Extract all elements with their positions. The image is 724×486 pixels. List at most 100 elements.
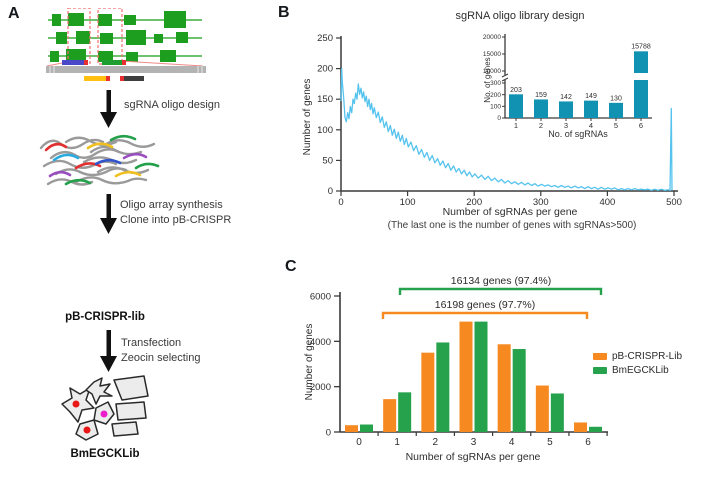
legend-label-pb-crispr-lib: pB-CRISPR-Lib bbox=[612, 351, 683, 362]
inset-y-tick-label: 0 bbox=[497, 115, 501, 122]
inset-y-tick-label: 300 bbox=[490, 80, 501, 87]
bar-pb-crispr-lib bbox=[345, 425, 358, 432]
y-tick-label: 250 bbox=[317, 33, 333, 44]
bar-pb-crispr-lib bbox=[421, 352, 435, 432]
x-tick-label: 400 bbox=[599, 197, 615, 208]
inset-y-tick-label: 200 bbox=[490, 92, 501, 99]
panel-b-title: sgRNA oligo library design bbox=[455, 10, 585, 22]
y-tick-label: 0 bbox=[326, 428, 331, 439]
axis-break-mark bbox=[501, 73, 509, 78]
gene-model-icon bbox=[46, 8, 206, 81]
cell-nuclei bbox=[72, 400, 108, 434]
y-tick-label: 200 bbox=[317, 64, 333, 75]
inset-bar bbox=[584, 100, 598, 118]
x-tick-label: 2 bbox=[433, 437, 439, 448]
inset-y-axis-title: No. of genes bbox=[483, 57, 492, 102]
panel-b-xaxis-title: Number of sgRNAs per gene bbox=[442, 206, 578, 218]
inset-x-tick-label: 5 bbox=[614, 121, 618, 130]
x-tick-label: 5 bbox=[547, 437, 553, 448]
bar-pb-crispr-lib bbox=[497, 344, 511, 432]
bar-bmegcklib bbox=[436, 342, 450, 432]
x-tick-label: 0 bbox=[338, 197, 343, 208]
oligo-pool-icon bbox=[39, 134, 160, 186]
step-transfection-label: Transfection Zeocin selecting bbox=[121, 336, 201, 366]
inset-x-tick-label: 6 bbox=[639, 121, 643, 130]
cells-library-label: BmEGCKLib bbox=[70, 448, 140, 460]
x-tick-label: 0 bbox=[356, 437, 362, 448]
bar-bmegcklib bbox=[589, 426, 603, 432]
inset-bar bbox=[634, 51, 648, 73]
inset-bar bbox=[609, 102, 623, 118]
bar-pb-crispr-lib bbox=[574, 422, 588, 432]
y-axis-title: Number of genes bbox=[304, 324, 315, 401]
inset-x-tick-label: 1 bbox=[514, 121, 518, 130]
inset-bar bbox=[634, 80, 648, 118]
bar-bmegcklib bbox=[550, 393, 564, 432]
panel-a-label: A bbox=[8, 5, 20, 22]
inset-bar-value: 203 bbox=[510, 87, 522, 94]
inset-y-tick-label: 20000 bbox=[483, 34, 501, 41]
inset-y-tick-label: 10000 bbox=[483, 68, 501, 75]
y-tick-label: 50 bbox=[322, 155, 333, 166]
bar-bmegcklib bbox=[512, 349, 526, 432]
legend-swatch-green bbox=[593, 367, 607, 374]
step-sgrna-design-label: sgRNA oligo design bbox=[124, 99, 221, 111]
inset-bar-value: 15788 bbox=[631, 43, 651, 50]
panel-b-label: B bbox=[278, 4, 290, 21]
x-tick-label: 1 bbox=[394, 437, 400, 448]
inset-x-tick-label: 4 bbox=[589, 121, 593, 130]
inset-bar bbox=[559, 101, 573, 118]
inset-bar bbox=[534, 99, 548, 118]
locus-bar bbox=[46, 66, 206, 73]
cells-icon bbox=[61, 375, 149, 441]
step-oligo-synthesis-line1: Oligo array synthesis bbox=[120, 199, 223, 211]
x-tick-label: 500 bbox=[666, 197, 682, 208]
step-oligo-synthesis-line2: Clone into pB-CRISPR bbox=[120, 214, 232, 226]
y-tick-label: 100 bbox=[317, 125, 333, 136]
legend-label-bmegcklib: BmEGCKLib bbox=[612, 365, 669, 376]
inset-bar-value: 159 bbox=[535, 92, 547, 99]
down-arrow-icon bbox=[100, 194, 117, 234]
inset-bar-value: 149 bbox=[585, 93, 597, 100]
line-series bbox=[340, 67, 673, 192]
step-transfection-line1: Transfection bbox=[121, 337, 182, 349]
panel-b-xaxis-note: (The last one is the number of genes wit… bbox=[387, 220, 637, 231]
bar-bmegcklib bbox=[474, 321, 488, 432]
bracket-green-label: 16134 genes (97.4%) bbox=[450, 275, 552, 287]
x-axis-title: Number of sgRNAs per gene bbox=[406, 451, 541, 463]
inset-bar-value: 130 bbox=[610, 95, 622, 102]
step-transfection-line2: Zeocin selecting bbox=[121, 352, 201, 364]
inset-x-tick-label: 2 bbox=[539, 121, 543, 130]
plasmid-library-icon bbox=[53, 236, 157, 312]
x-tick-label: 200 bbox=[466, 197, 482, 208]
bar-pb-crispr-lib bbox=[459, 321, 473, 432]
oligo-colored-strands bbox=[44, 134, 160, 186]
exon-boxes bbox=[50, 11, 188, 63]
axis-break-mark bbox=[501, 77, 509, 82]
x-tick-label: 100 bbox=[400, 197, 416, 208]
down-arrow-icon bbox=[100, 330, 117, 372]
y-tick-label: 0 bbox=[328, 186, 333, 197]
inset-y-tick-label: 15000 bbox=[483, 51, 501, 58]
x-tick-label: 4 bbox=[509, 437, 515, 448]
plasmid-library-label: pB-CRISPR-lib bbox=[65, 311, 145, 323]
legend-item-pb-crispr-lib: pB-CRISPR-Lib bbox=[593, 351, 682, 362]
inset-bar bbox=[509, 94, 523, 118]
legend-swatch-orange bbox=[593, 353, 607, 360]
bar-bmegcklib bbox=[360, 424, 373, 432]
sgrna-segments bbox=[62, 60, 144, 81]
bracket-orange-label: 16198 genes (97.7%) bbox=[434, 299, 536, 311]
panel-c-legend: pB-CRISPR-Lib BmEGCKLib bbox=[593, 351, 682, 379]
bar-pb-crispr-lib bbox=[535, 385, 549, 432]
y-tick-label: 6000 bbox=[310, 292, 331, 303]
inset-x-tick-label: 3 bbox=[564, 121, 568, 130]
step-oligo-synthesis-label: Oligo array synthesis Clone into pB-CRIS… bbox=[120, 198, 231, 228]
x-tick-label: 6 bbox=[585, 437, 591, 448]
y-tick-label: 2000 bbox=[310, 382, 331, 393]
x-tick-label: 3 bbox=[471, 437, 477, 448]
bar-bmegcklib bbox=[398, 392, 412, 432]
panel-c-chart: 0 2000 4000 6000 Number of genes 0 1 2 3 4 5 6 Numbe… bbox=[304, 287, 608, 463]
down-arrow-icon bbox=[100, 90, 117, 128]
